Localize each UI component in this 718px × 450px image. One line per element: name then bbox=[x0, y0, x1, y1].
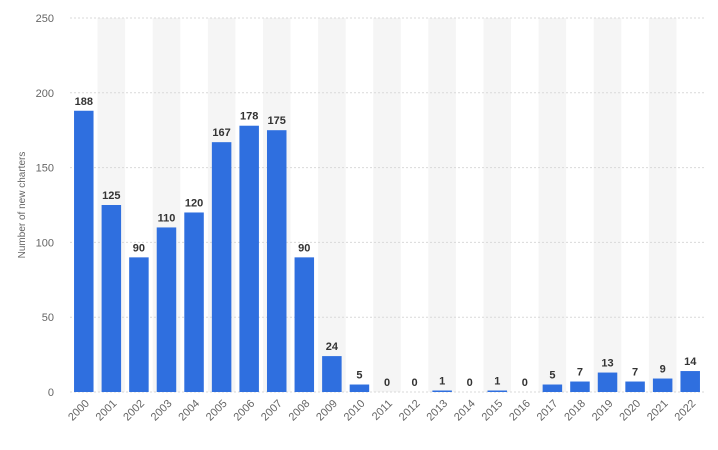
bar-2008 bbox=[294, 257, 315, 392]
x-tick-label-2020: 2020 bbox=[617, 398, 643, 424]
bar-2019 bbox=[597, 372, 618, 392]
x-tick-label-2013: 2013 bbox=[424, 398, 450, 424]
y-axis-tick-labels: 0 50 100 150 200 250 bbox=[36, 13, 54, 399]
data-label-2005: 167 bbox=[212, 127, 230, 139]
column-band bbox=[428, 18, 456, 392]
data-labels: 188 125 90 110 120 167 178 175 90 24 5 0 0 1 0 1 0 5 7 13 7 9… bbox=[75, 96, 698, 389]
bar-2018 bbox=[570, 381, 590, 392]
alternating-column-bands bbox=[97, 18, 677, 392]
column-band bbox=[593, 18, 622, 392]
data-label-2009: 24 bbox=[326, 341, 339, 353]
bar-2003 bbox=[156, 227, 177, 392]
bar-2007 bbox=[266, 130, 287, 392]
data-label-2018: 7 bbox=[577, 367, 583, 379]
data-label-2011: 0 bbox=[384, 377, 390, 389]
data-label-2022: 14 bbox=[684, 356, 697, 368]
bar-2020 bbox=[625, 381, 645, 392]
x-tick-label-2019: 2019 bbox=[590, 398, 616, 424]
data-label-2017: 5 bbox=[549, 370, 555, 382]
column-band bbox=[538, 18, 567, 392]
column-band bbox=[648, 18, 677, 392]
bar-2002 bbox=[129, 257, 149, 392]
bars bbox=[74, 110, 700, 392]
x-tick-label-2018: 2018 bbox=[562, 398, 588, 424]
data-label-2012: 0 bbox=[412, 377, 418, 389]
data-label-2016: 0 bbox=[522, 377, 528, 389]
data-label-2008: 90 bbox=[298, 242, 310, 254]
x-axis-tick-labels: 2000 2001 2002 2003 2004 2005 2006 2007 2008 2009… bbox=[66, 398, 698, 424]
data-label-2010: 5 bbox=[356, 370, 362, 382]
y-tick-label: 200 bbox=[36, 88, 54, 100]
data-label-2002: 90 bbox=[133, 242, 145, 254]
x-tick-label-2009: 2009 bbox=[314, 398, 340, 424]
x-tick-label-2004: 2004 bbox=[176, 398, 202, 424]
x-tick-label-2005: 2005 bbox=[204, 398, 230, 424]
data-label-2013: 1 bbox=[439, 376, 445, 388]
data-label-2003: 110 bbox=[158, 212, 176, 224]
x-tick-label-2000: 2000 bbox=[66, 398, 92, 424]
data-label-2006: 178 bbox=[240, 111, 258, 123]
bar-2000 bbox=[74, 110, 94, 392]
y-tick-label: 250 bbox=[36, 13, 54, 25]
bar-2006 bbox=[239, 125, 259, 392]
x-tick-label-2015: 2015 bbox=[480, 398, 506, 424]
bar-2005 bbox=[211, 142, 232, 392]
x-tick-label-2012: 2012 bbox=[397, 398, 423, 424]
data-label-2000: 188 bbox=[75, 96, 93, 108]
x-tick-label-2016: 2016 bbox=[507, 398, 533, 424]
data-label-2020: 7 bbox=[632, 367, 638, 379]
column-band bbox=[373, 18, 401, 392]
x-tick-label-2022: 2022 bbox=[673, 398, 699, 424]
x-tick-label-2008: 2008 bbox=[287, 398, 313, 424]
x-tick-label-2010: 2010 bbox=[342, 398, 368, 424]
x-tick-label-2003: 2003 bbox=[149, 398, 175, 424]
x-tick-label-2002: 2002 bbox=[121, 398, 147, 424]
bar-2004 bbox=[184, 212, 204, 392]
x-tick-label-2011: 2011 bbox=[370, 398, 395, 423]
data-label-2004: 120 bbox=[185, 197, 203, 209]
bar-2015 bbox=[487, 390, 508, 392]
x-tick-label-2021: 2021 bbox=[645, 398, 671, 424]
column-band bbox=[318, 18, 346, 392]
bar-2017 bbox=[542, 384, 563, 392]
data-label-2015: 1 bbox=[494, 376, 500, 388]
data-label-2019: 13 bbox=[601, 358, 613, 370]
data-label-2001: 125 bbox=[102, 190, 120, 202]
x-tick-label-2014: 2014 bbox=[452, 398, 478, 424]
bar-2021 bbox=[652, 378, 673, 392]
bar-2022 bbox=[680, 371, 700, 392]
bar-2009 bbox=[322, 356, 342, 392]
bar-2010 bbox=[349, 384, 370, 392]
bar-2001 bbox=[101, 205, 122, 392]
x-tick-label-2006: 2006 bbox=[231, 398, 257, 424]
x-tick-label-2007: 2007 bbox=[259, 398, 285, 424]
y-axis-title: Number of new charters bbox=[17, 152, 28, 259]
x-tick-label-2001: 2001 bbox=[94, 398, 120, 424]
y-tick-label: 150 bbox=[36, 163, 54, 175]
data-label-2007: 175 bbox=[268, 115, 286, 127]
column-band bbox=[483, 18, 512, 392]
data-label-2014: 0 bbox=[467, 377, 473, 389]
data-label-2021: 9 bbox=[660, 364, 666, 376]
y-tick-label: 0 bbox=[48, 387, 54, 399]
bar-2013 bbox=[432, 390, 452, 392]
y-tick-label: 100 bbox=[36, 237, 54, 249]
y-tick-label: 50 bbox=[42, 312, 54, 324]
x-tick-label-2017: 2017 bbox=[535, 398, 561, 424]
